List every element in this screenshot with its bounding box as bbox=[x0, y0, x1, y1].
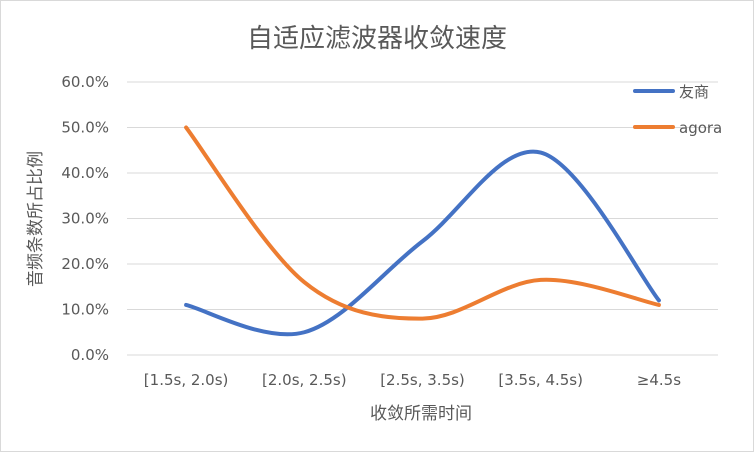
x-axis-title: 收敛所需时间 bbox=[370, 404, 472, 424]
x-tick-label: [3.5s, 4.5s) bbox=[498, 371, 583, 389]
x-tick-label: [1.5s, 2.0s) bbox=[144, 371, 229, 389]
y-tick-label: 60.0% bbox=[61, 73, 109, 91]
series-line-1 bbox=[184, 125, 661, 321]
series-lines bbox=[184, 125, 661, 337]
y-tick-label: 40.0% bbox=[61, 164, 109, 182]
legend-label: agora bbox=[679, 119, 722, 137]
gridlines bbox=[127, 81, 718, 356]
x-tick-label: ≥4.5s bbox=[637, 371, 681, 389]
y-tick-label: 0.0% bbox=[71, 346, 109, 364]
y-axis-ticks: 0.0% 10.0% 20.0% 30.0% 40.0% 50.0% 60.0% bbox=[61, 73, 109, 364]
x-axis-ticks: [1.5s, 2.0s) [2.0s, 2.5s) [2.5s, 3.5s) [3.5… bbox=[144, 371, 681, 389]
y-tick-label: 10.0% bbox=[61, 301, 109, 319]
y-tick-label: 50.0% bbox=[61, 119, 109, 137]
series-line-0 bbox=[184, 149, 661, 337]
legend-label: 友商 bbox=[679, 83, 709, 101]
x-tick-label: [2.0s, 2.5s) bbox=[262, 371, 347, 389]
y-tick-label: 20.0% bbox=[61, 255, 109, 273]
chart-title: 自适应滤波器收敛速度 bbox=[247, 24, 507, 54]
y-axis-title: 音频条数所占比例 bbox=[26, 151, 46, 287]
x-tick-label: [2.5s, 3.5s) bbox=[380, 371, 465, 389]
y-tick-label: 30.0% bbox=[61, 210, 109, 228]
legend: 友商 agora bbox=[633, 83, 722, 137]
